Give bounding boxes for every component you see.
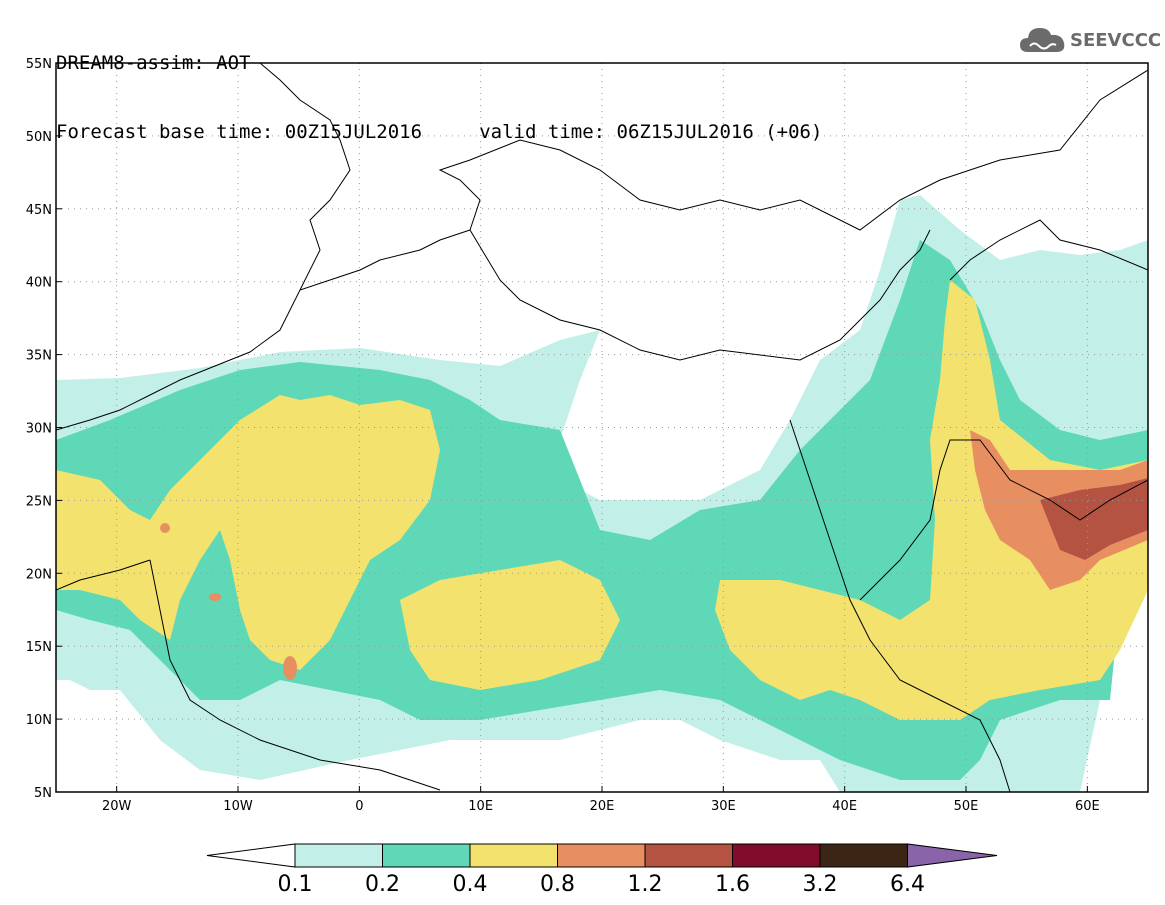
colorbar-segment (732, 843, 821, 868)
colorbar-high-arrow (907, 843, 998, 868)
lat-tick-label: 30N (26, 422, 52, 437)
lat-tick-label: 50N (26, 130, 52, 145)
colorbar-segment (644, 843, 733, 868)
map-header: DREAM8-assim: AOT Forecast base time: 00… (56, 6, 822, 167)
lon-tick-label: 40E (832, 799, 857, 814)
lat-tick-label: 5N (34, 786, 52, 801)
aot-spot-0.8-c (160, 523, 170, 533)
colorbar-segment (557, 843, 646, 868)
aot-spot-0.8-a (283, 656, 297, 680)
colorbar-label: 3.2 (802, 872, 838, 897)
cloud-icon (1020, 28, 1065, 52)
lat-tick-label: 55N (26, 57, 52, 72)
colorbar-segment (469, 843, 558, 868)
lon-tick-label: 30E (711, 799, 736, 814)
colorbar-segment (294, 843, 383, 868)
colorbar-label: 1.6 (715, 872, 750, 897)
lat-tick-label: 35N (26, 349, 52, 364)
lat-tick-label: 10N (26, 713, 52, 728)
lon-tick-label: 60E (1075, 799, 1100, 814)
colorbar (206, 843, 998, 868)
colorbar-label: 0.8 (540, 872, 575, 897)
logo-text: SEEVCCC (1070, 30, 1162, 51)
map-ticks: 20W 10W 0 10E 20E 30E 40E 50E 60E 5N 10N 15N 20N 25N 3… (26, 57, 1100, 814)
lon-tick-label: 10W (223, 799, 253, 814)
aot-spot-0.8-b (209, 593, 221, 601)
lat-tick-label: 20N (26, 567, 52, 582)
lat-tick-label: 40N (26, 276, 52, 291)
lon-tick-label: 0 (355, 799, 363, 814)
colorbar-label: 1.2 (627, 872, 663, 897)
lat-tick-label: 15N (26, 640, 52, 655)
forecast-time-line: Forecast base time: 00Z15JUL2016 valid t… (56, 121, 823, 143)
lon-tick-label: 20W (102, 799, 132, 814)
coastlines (56, 63, 1148, 792)
colorbar-label: 0.1 (277, 872, 313, 897)
aot-field (56, 195, 1148, 792)
lon-tick-label: 20E (590, 799, 615, 814)
map-grid (56, 63, 1148, 792)
aot-band-0.4-west (56, 395, 440, 670)
colorbar-label: 6.4 (890, 872, 925, 897)
seevccc-logo: SEEVCCC (1018, 22, 1162, 58)
aot-band-0.4-east (715, 280, 1148, 720)
colorbar-segment (382, 843, 471, 868)
lon-tick-label: 10E (468, 799, 493, 814)
lat-tick-label: 45N (26, 203, 52, 218)
colorbar-label: 0.4 (452, 872, 488, 897)
lat-tick-label: 25N (26, 494, 52, 509)
lon-tick-label: 50E (954, 799, 979, 814)
colorbar-low-arrow (206, 843, 296, 868)
aot-band-0.4-central (400, 560, 620, 690)
colorbar-label: 0.2 (365, 872, 400, 897)
colorbar-segment (819, 843, 908, 868)
aot-band-1.2 (1040, 478, 1148, 560)
